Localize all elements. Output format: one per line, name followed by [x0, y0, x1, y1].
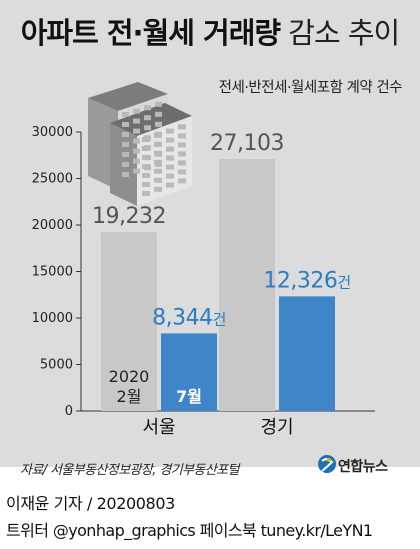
building-window [166, 182, 174, 188]
building-window [154, 177, 162, 183]
building-window [178, 124, 186, 130]
building-window [133, 128, 140, 134]
building-window [155, 111, 162, 117]
building-window [144, 105, 151, 111]
building-window [178, 142, 186, 148]
y-tick-label: 30000 [32, 125, 73, 140]
source-note: 자료/ 서울부동산정보광장, 경기부동산포털 [20, 463, 239, 478]
bar-jul-1 [279, 296, 335, 411]
building-window [122, 152, 129, 157]
building-window [133, 108, 140, 114]
in-bar-jul-label: 7월 [176, 387, 202, 406]
chart-subtitle: 전세·반전세·월세포함 계약 건수 [218, 80, 403, 96]
x-category-label: 경기 [260, 417, 293, 438]
building-window [154, 168, 162, 174]
building-window [166, 155, 174, 161]
bar-chart: 0 5000 10000 15000 20000 25000 30000 19,232 8,3… [32, 82, 375, 438]
y-tick-label: 25000 [32, 172, 73, 187]
building-window [133, 148, 140, 154]
building-window [166, 128, 174, 134]
building-window [142, 191, 150, 196]
bar-feb-0 [101, 232, 157, 411]
building-window [142, 173, 150, 178]
chart-card: 아파트 전·월세 거래량 감소 추이 전세·반전세·월세포함 계약 건수 0 50… [0, 0, 420, 478]
building-window [155, 141, 162, 147]
building-window [178, 178, 186, 184]
building-window [144, 125, 151, 131]
in-bar-month-label: 2월 [117, 387, 142, 406]
building-window [144, 155, 151, 161]
y-tick-label: 0 [65, 404, 73, 419]
building-window [166, 173, 174, 179]
building-window [122, 142, 129, 147]
building-window [178, 160, 186, 166]
y-tick-label: 15000 [32, 265, 73, 280]
building-window [122, 132, 129, 137]
building-window [155, 131, 162, 137]
chart-title-light: 감소 추이 [288, 16, 400, 50]
building-window [144, 115, 151, 121]
building-window [133, 118, 140, 124]
building-window [122, 122, 129, 127]
apartment-buildings-icon [88, 82, 192, 206]
building-window [122, 112, 129, 117]
building-window [144, 135, 151, 141]
bar-value-label: 12,326건 [263, 268, 350, 293]
building-window [166, 146, 174, 152]
building-window [155, 161, 162, 167]
building-window [133, 158, 140, 164]
y-tick-label: 10000 [32, 311, 73, 326]
in-bar-year-label: 2020 [109, 367, 150, 386]
building-window [166, 164, 174, 170]
bar-feb-1 [219, 158, 275, 411]
building-window [122, 162, 129, 167]
building-window [142, 182, 150, 187]
y-tick-label: 5000 [40, 358, 73, 373]
building-window [155, 121, 162, 127]
bar-value-label: 19,232 [92, 204, 166, 229]
social-links: 트위터 @yonhap_graphics 페이스북 tuney.kr/LeYN1 [6, 521, 373, 540]
building-window [178, 133, 186, 139]
building-window [144, 165, 151, 171]
byline: 이재윤 기자 / 20200803 [6, 494, 175, 513]
building-window [122, 172, 129, 177]
bar-jul-0 [161, 333, 217, 411]
chart-title-strong: 아파트 전·월세 거래량 [20, 16, 281, 50]
building-window [154, 186, 162, 192]
x-category-label: 서울 [142, 417, 175, 438]
building-window [133, 138, 140, 144]
building-window [178, 151, 186, 157]
y-tick-label: 20000 [32, 218, 73, 233]
building-window [155, 151, 162, 157]
building-window [133, 168, 140, 174]
building-window [166, 137, 174, 143]
chart-title: 아파트 전·월세 거래량 감소 추이 [0, 10, 420, 52]
bar-value-label: 27,103 [210, 131, 284, 156]
building-window [178, 169, 186, 175]
building-window [155, 101, 162, 107]
logo-text: 연합뉴스 [338, 459, 388, 475]
yonhap-logo-icon [318, 455, 336, 473]
bar-value-label: 8,344건 [152, 305, 226, 330]
building-window [144, 145, 151, 151]
